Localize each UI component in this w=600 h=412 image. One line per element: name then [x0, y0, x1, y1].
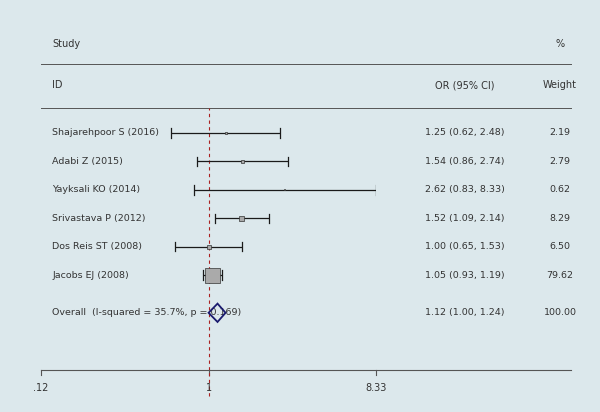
Text: 6.50: 6.50 — [550, 242, 571, 251]
Text: Jacobs EJ (2008): Jacobs EJ (2008) — [52, 271, 129, 280]
Text: 100.00: 100.00 — [544, 308, 577, 317]
Text: Yayksali KO (2014): Yayksali KO (2014) — [52, 185, 140, 194]
Text: 1.25 (0.62, 2.48): 1.25 (0.62, 2.48) — [425, 128, 505, 137]
Text: %: % — [556, 39, 565, 49]
Text: ID: ID — [52, 80, 63, 90]
Bar — [225, 131, 227, 134]
Text: Srivastava P (2012): Srivastava P (2012) — [52, 214, 146, 223]
Text: 1.54 (0.86, 2.74): 1.54 (0.86, 2.74) — [425, 157, 505, 166]
Text: 1.52 (1.09, 2.14): 1.52 (1.09, 2.14) — [425, 214, 505, 223]
Text: 0.62: 0.62 — [550, 185, 571, 194]
Text: 79.62: 79.62 — [547, 271, 574, 280]
Text: 8.29: 8.29 — [550, 214, 571, 223]
Text: 1.00 (0.65, 1.53): 1.00 (0.65, 1.53) — [425, 242, 505, 251]
Bar — [241, 160, 244, 163]
Text: 2.79: 2.79 — [550, 157, 571, 166]
Bar — [284, 189, 285, 190]
Bar — [239, 216, 244, 221]
Text: Shajarehpoor S (2016): Shajarehpoor S (2016) — [52, 128, 160, 137]
Text: .12: .12 — [34, 383, 49, 393]
Text: 2.62 (0.83, 8.33): 2.62 (0.83, 8.33) — [425, 185, 505, 194]
Text: OR (95% CI): OR (95% CI) — [436, 80, 495, 90]
Text: Study: Study — [52, 39, 80, 49]
Text: Adabi Z (2015): Adabi Z (2015) — [52, 157, 123, 166]
Text: 1: 1 — [206, 383, 212, 393]
Text: Overall  (I-squared = 35.7%, p = 0.169): Overall (I-squared = 35.7%, p = 0.169) — [52, 308, 242, 317]
Text: 8.33: 8.33 — [365, 383, 386, 393]
Text: 2.19: 2.19 — [550, 128, 571, 137]
Text: 1.05 (0.93, 1.19): 1.05 (0.93, 1.19) — [425, 271, 505, 280]
Bar — [205, 268, 220, 283]
Text: Dos Reis ST (2008): Dos Reis ST (2008) — [52, 242, 142, 251]
Bar — [206, 245, 211, 249]
Text: 1.12 (1.00, 1.24): 1.12 (1.00, 1.24) — [425, 308, 505, 317]
Text: Weight: Weight — [543, 80, 577, 90]
